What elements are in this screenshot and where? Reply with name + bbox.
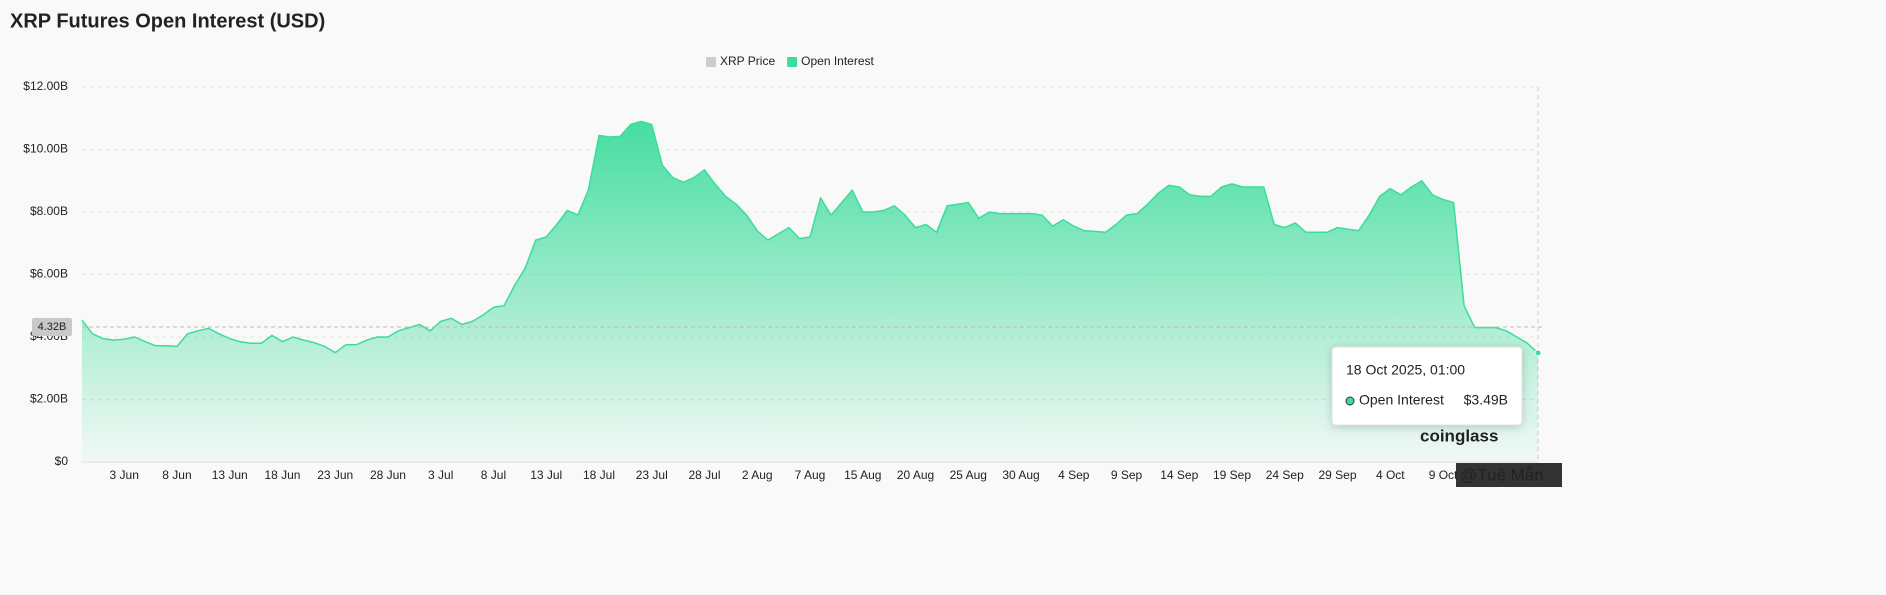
legend-label[interactable]: XRP Price — [720, 54, 775, 68]
x-tick-label: 8 Jun — [162, 468, 191, 482]
x-tick-label: 13 Jul — [530, 468, 562, 482]
hover-point — [1534, 349, 1542, 357]
x-tick-label: 13 Jun — [212, 468, 248, 482]
tooltip-date: 18 Oct 2025, 01:00 — [1346, 362, 1465, 378]
tooltip-series: Open Interest — [1359, 392, 1444, 408]
chart-title: XRP Futures Open Interest (USD) — [10, 10, 325, 32]
x-tick-label: 4 Oct — [1376, 468, 1405, 482]
brand-watermark: coinglass — [1420, 426, 1498, 445]
x-tick-label: 18 Jul — [583, 468, 615, 482]
x-tick-label: 14 Sep — [1160, 468, 1198, 482]
legend-swatch[interactable] — [706, 57, 716, 67]
x-tick-label: 9 Oct — [1429, 468, 1458, 482]
tooltip-value: $3.49B — [1464, 392, 1508, 408]
author-watermark-text: @Tuệ Mẫn — [1460, 465, 1544, 484]
x-tick-label: 30 Aug — [1002, 468, 1039, 482]
x-tick-label: 3 Jun — [110, 468, 139, 482]
area-fill — [82, 121, 1538, 463]
x-tick-label: 24 Sep — [1266, 468, 1304, 482]
x-tick-label: 8 Jul — [481, 468, 506, 482]
x-tick-label: 4 Sep — [1058, 468, 1090, 482]
x-tick-label: 3 Jul — [428, 468, 453, 482]
x-tick-label: 7 Aug — [795, 468, 826, 482]
x-tick-label: 23 Jun — [317, 468, 353, 482]
x-tick-label: 28 Jun — [370, 468, 406, 482]
x-tick-label: 20 Aug — [897, 468, 934, 482]
current-value-label: 4.32B — [38, 321, 67, 333]
y-tick-label: $6.00B — [30, 267, 68, 281]
x-tick-label: 15 Aug — [844, 468, 881, 482]
legend-swatch[interactable] — [787, 57, 798, 67]
y-tick-label: $0 — [55, 454, 69, 468]
x-tick-label: 23 Jul — [636, 468, 668, 482]
x-tick-label: 29 Sep — [1319, 468, 1357, 482]
x-tick-label: 19 Sep — [1213, 468, 1251, 482]
x-tick-label: 25 Aug — [950, 468, 987, 482]
x-tick-label: 9 Sep — [1111, 468, 1143, 482]
y-tick-label: $12.00B — [23, 79, 68, 93]
tooltip-box — [1331, 346, 1523, 426]
y-tick-label: $8.00B — [30, 204, 68, 218]
y-tick-label: $2.00B — [30, 392, 68, 406]
author-watermark-bg — [1456, 463, 1562, 487]
tooltip-swatch — [1345, 396, 1355, 406]
y-tick-label: $10.00B — [23, 142, 68, 156]
x-tick-label: 28 Jul — [688, 468, 720, 482]
x-tick-label: 2 Aug — [742, 468, 773, 482]
author-watermark: @Tuệ Mẫn — [1456, 463, 1562, 487]
area-line — [81, 120, 1539, 354]
x-tick-label: 18 Jun — [264, 468, 300, 482]
current-value-badge — [32, 318, 72, 336]
legend-label[interactable]: Open Interest — [801, 54, 874, 68]
tooltip: 18 Oct 2025, 01:00 Open Interest $3.49B — [1331, 346, 1523, 426]
